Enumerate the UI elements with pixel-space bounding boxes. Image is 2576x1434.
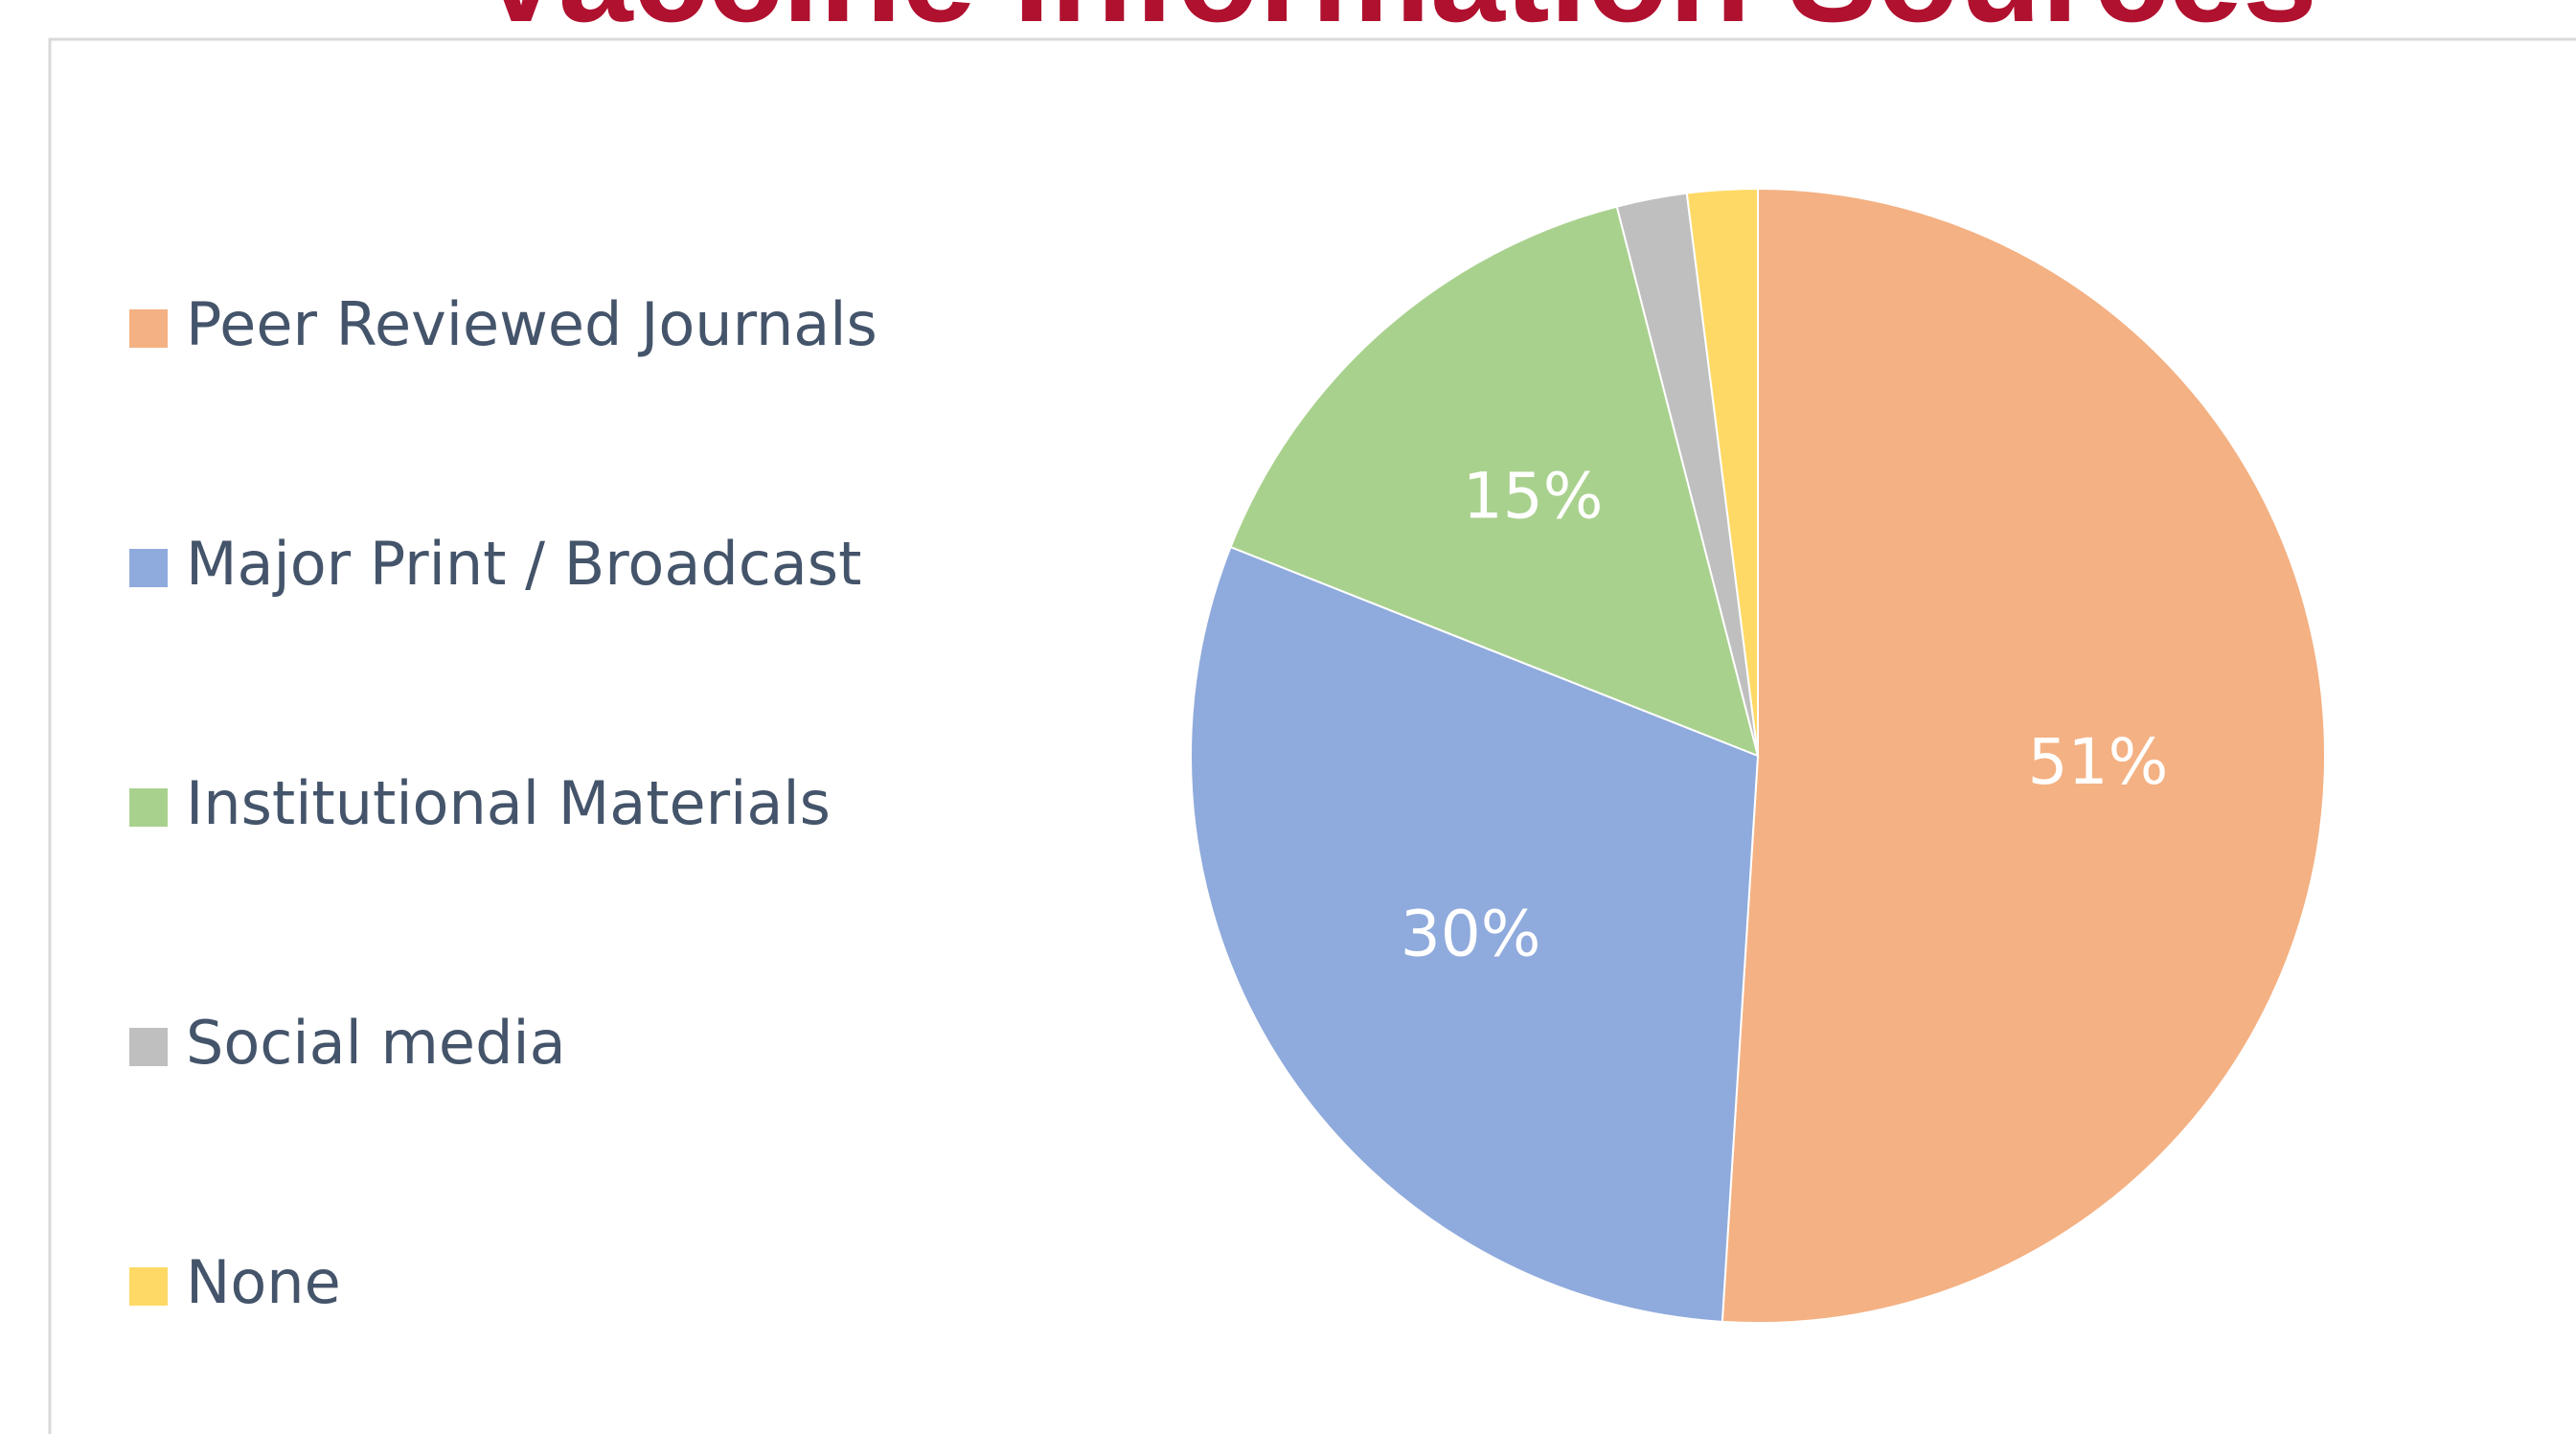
legend-swatch (129, 549, 168, 587)
legend-label: Peer Reviewed Journals (186, 289, 878, 359)
value-label: 30% (1401, 897, 1541, 970)
pie-slice (1229, 205, 1760, 758)
pie-slice (1685, 187, 1759, 757)
pie-slice (1190, 545, 1760, 1323)
legend-label: Social media (186, 1008, 566, 1078)
legend-swatch (129, 788, 168, 827)
legend-swatch (129, 1267, 168, 1306)
chart-title: Vaccine Information Sources (476, 0, 2317, 50)
legend-label: Institutional Materials (186, 768, 831, 838)
legend-swatch (129, 309, 168, 348)
value-label: 51% (2028, 725, 2169, 799)
legend-label: Major Print / Broadcast (186, 529, 861, 599)
value-label: 15% (1463, 460, 1604, 534)
legend-swatch (129, 1028, 168, 1066)
legend-label: None (186, 1247, 341, 1317)
pie-slice (1721, 187, 2327, 1324)
